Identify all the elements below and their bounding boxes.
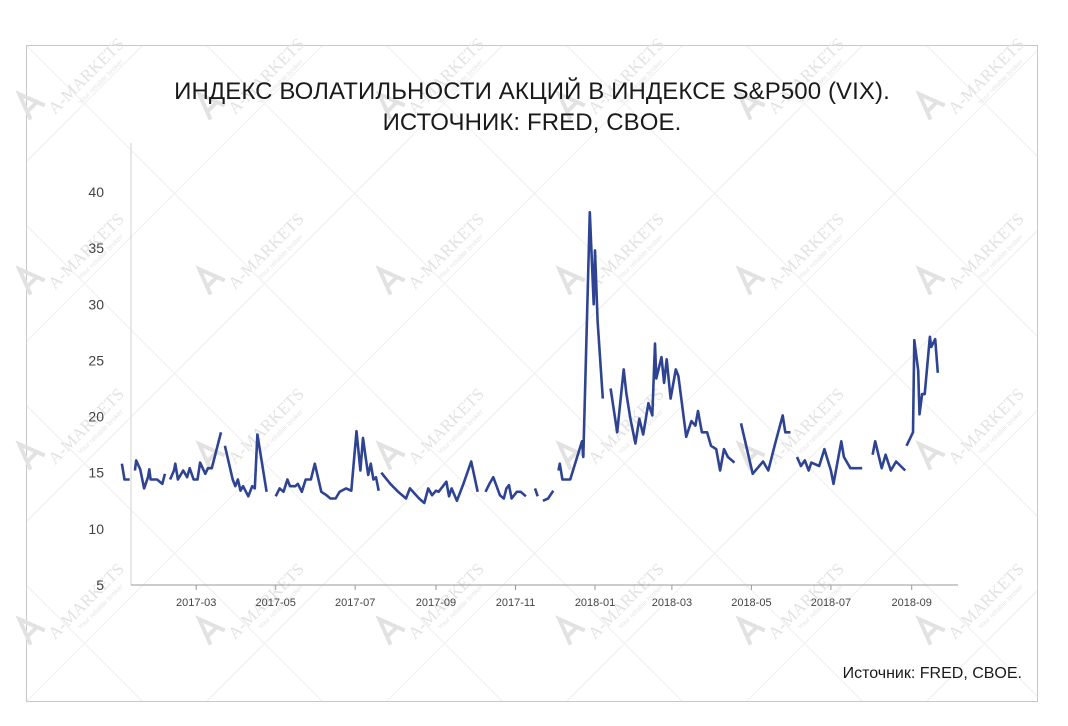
watermark-line: [746, 46, 1037, 337]
watermark-a-mark: [915, 615, 946, 646]
y-tick-label: 40: [88, 184, 104, 200]
x-tick-label: 2017-05: [256, 597, 296, 609]
chart-subtitle: ИСТОЧНИК: FRED, CBOE.: [382, 109, 682, 136]
y-tick-label: 20: [88, 409, 104, 425]
chart-frame: [26, 45, 1038, 702]
watermark-line: [27, 46, 503, 522]
watermark-a-mark: [555, 615, 586, 646]
watermark-a-mark: [735, 615, 766, 646]
x-axis: 2017-03 2017-05 2017-07 2017-09 2017-11 2018-…: [131, 584, 958, 609]
watermark-a-mark: [735, 90, 766, 121]
y-tick-label: 5: [96, 577, 104, 593]
watermark-a-mark: [375, 265, 406, 296]
watermark-a-mark: [375, 90, 406, 121]
y-tick-label: 30: [88, 296, 104, 312]
watermark-a-mark: [915, 440, 946, 471]
vix-series-line: [120, 210, 940, 505]
watermark-a-mark: [15, 265, 46, 296]
chart-title: ИНДЕКС ВОЛАТИЛЬНОСТИ АКЦИЙ В ИНДЕКСЕ S&P…: [174, 78, 890, 105]
watermark-line: [27, 46, 683, 701]
watermark-a-mark: [195, 265, 226, 296]
watermark-a-mark: [375, 440, 406, 471]
watermark-a-mark: [15, 90, 46, 121]
chart-title-block: ИНДЕКС ВОЛАТИЛЬНОСТИ АКЦИЙ В ИНДЕКСЕ S&P…: [26, 76, 1038, 138]
y-tick-label: 35: [88, 240, 104, 256]
watermark-line: [27, 585, 143, 701]
watermark-line: [746, 410, 1037, 701]
watermark-line: [926, 46, 1037, 157]
watermark-line: [27, 46, 143, 162]
x-tick-label: 2017-11: [496, 597, 536, 609]
watermark-a-mark: [915, 265, 946, 296]
x-tick-label: 2018-05: [731, 597, 771, 609]
x-tick-label: 2017-07: [335, 597, 375, 609]
series-layer: [120, 210, 940, 505]
watermark-a-mark: [195, 90, 226, 121]
watermark-a-mark: [15, 615, 46, 646]
watermark-a-mark: [15, 440, 46, 471]
watermark-line: [386, 50, 1037, 701]
x-tick-label: 2018-01: [575, 597, 615, 609]
watermark-line: [926, 590, 1037, 701]
watermark-line: [566, 230, 1037, 701]
watermark-a-mark: [195, 615, 226, 646]
y-tick-label: 10: [88, 521, 104, 537]
y-axis: 5 10 15 20 25 30 35 40: [88, 143, 132, 593]
x-tick-label: 2018-03: [652, 597, 692, 609]
watermark-a-mark: [915, 90, 946, 121]
x-tick-label: 2017-09: [416, 597, 456, 609]
x-tick-label: 2018-07: [811, 597, 851, 609]
watermark-a-mark: [375, 615, 406, 646]
source-note: Источник: FRED, CBOE.: [842, 665, 1022, 682]
x-tick-label: 2017-03: [176, 597, 216, 609]
watermark-a-mark: [555, 265, 586, 296]
watermark-line: [206, 46, 863, 701]
x-tick-label: 2018-09: [892, 597, 932, 609]
watermark-a-mark: [555, 440, 586, 471]
watermark-line: [27, 46, 323, 342]
watermark-a-mark: [555, 90, 586, 121]
y-tick-label: 25: [88, 352, 104, 368]
watermark-line: [27, 405, 323, 701]
y-tick-label: 15: [88, 465, 104, 481]
watermark-a-mark: [735, 265, 766, 296]
